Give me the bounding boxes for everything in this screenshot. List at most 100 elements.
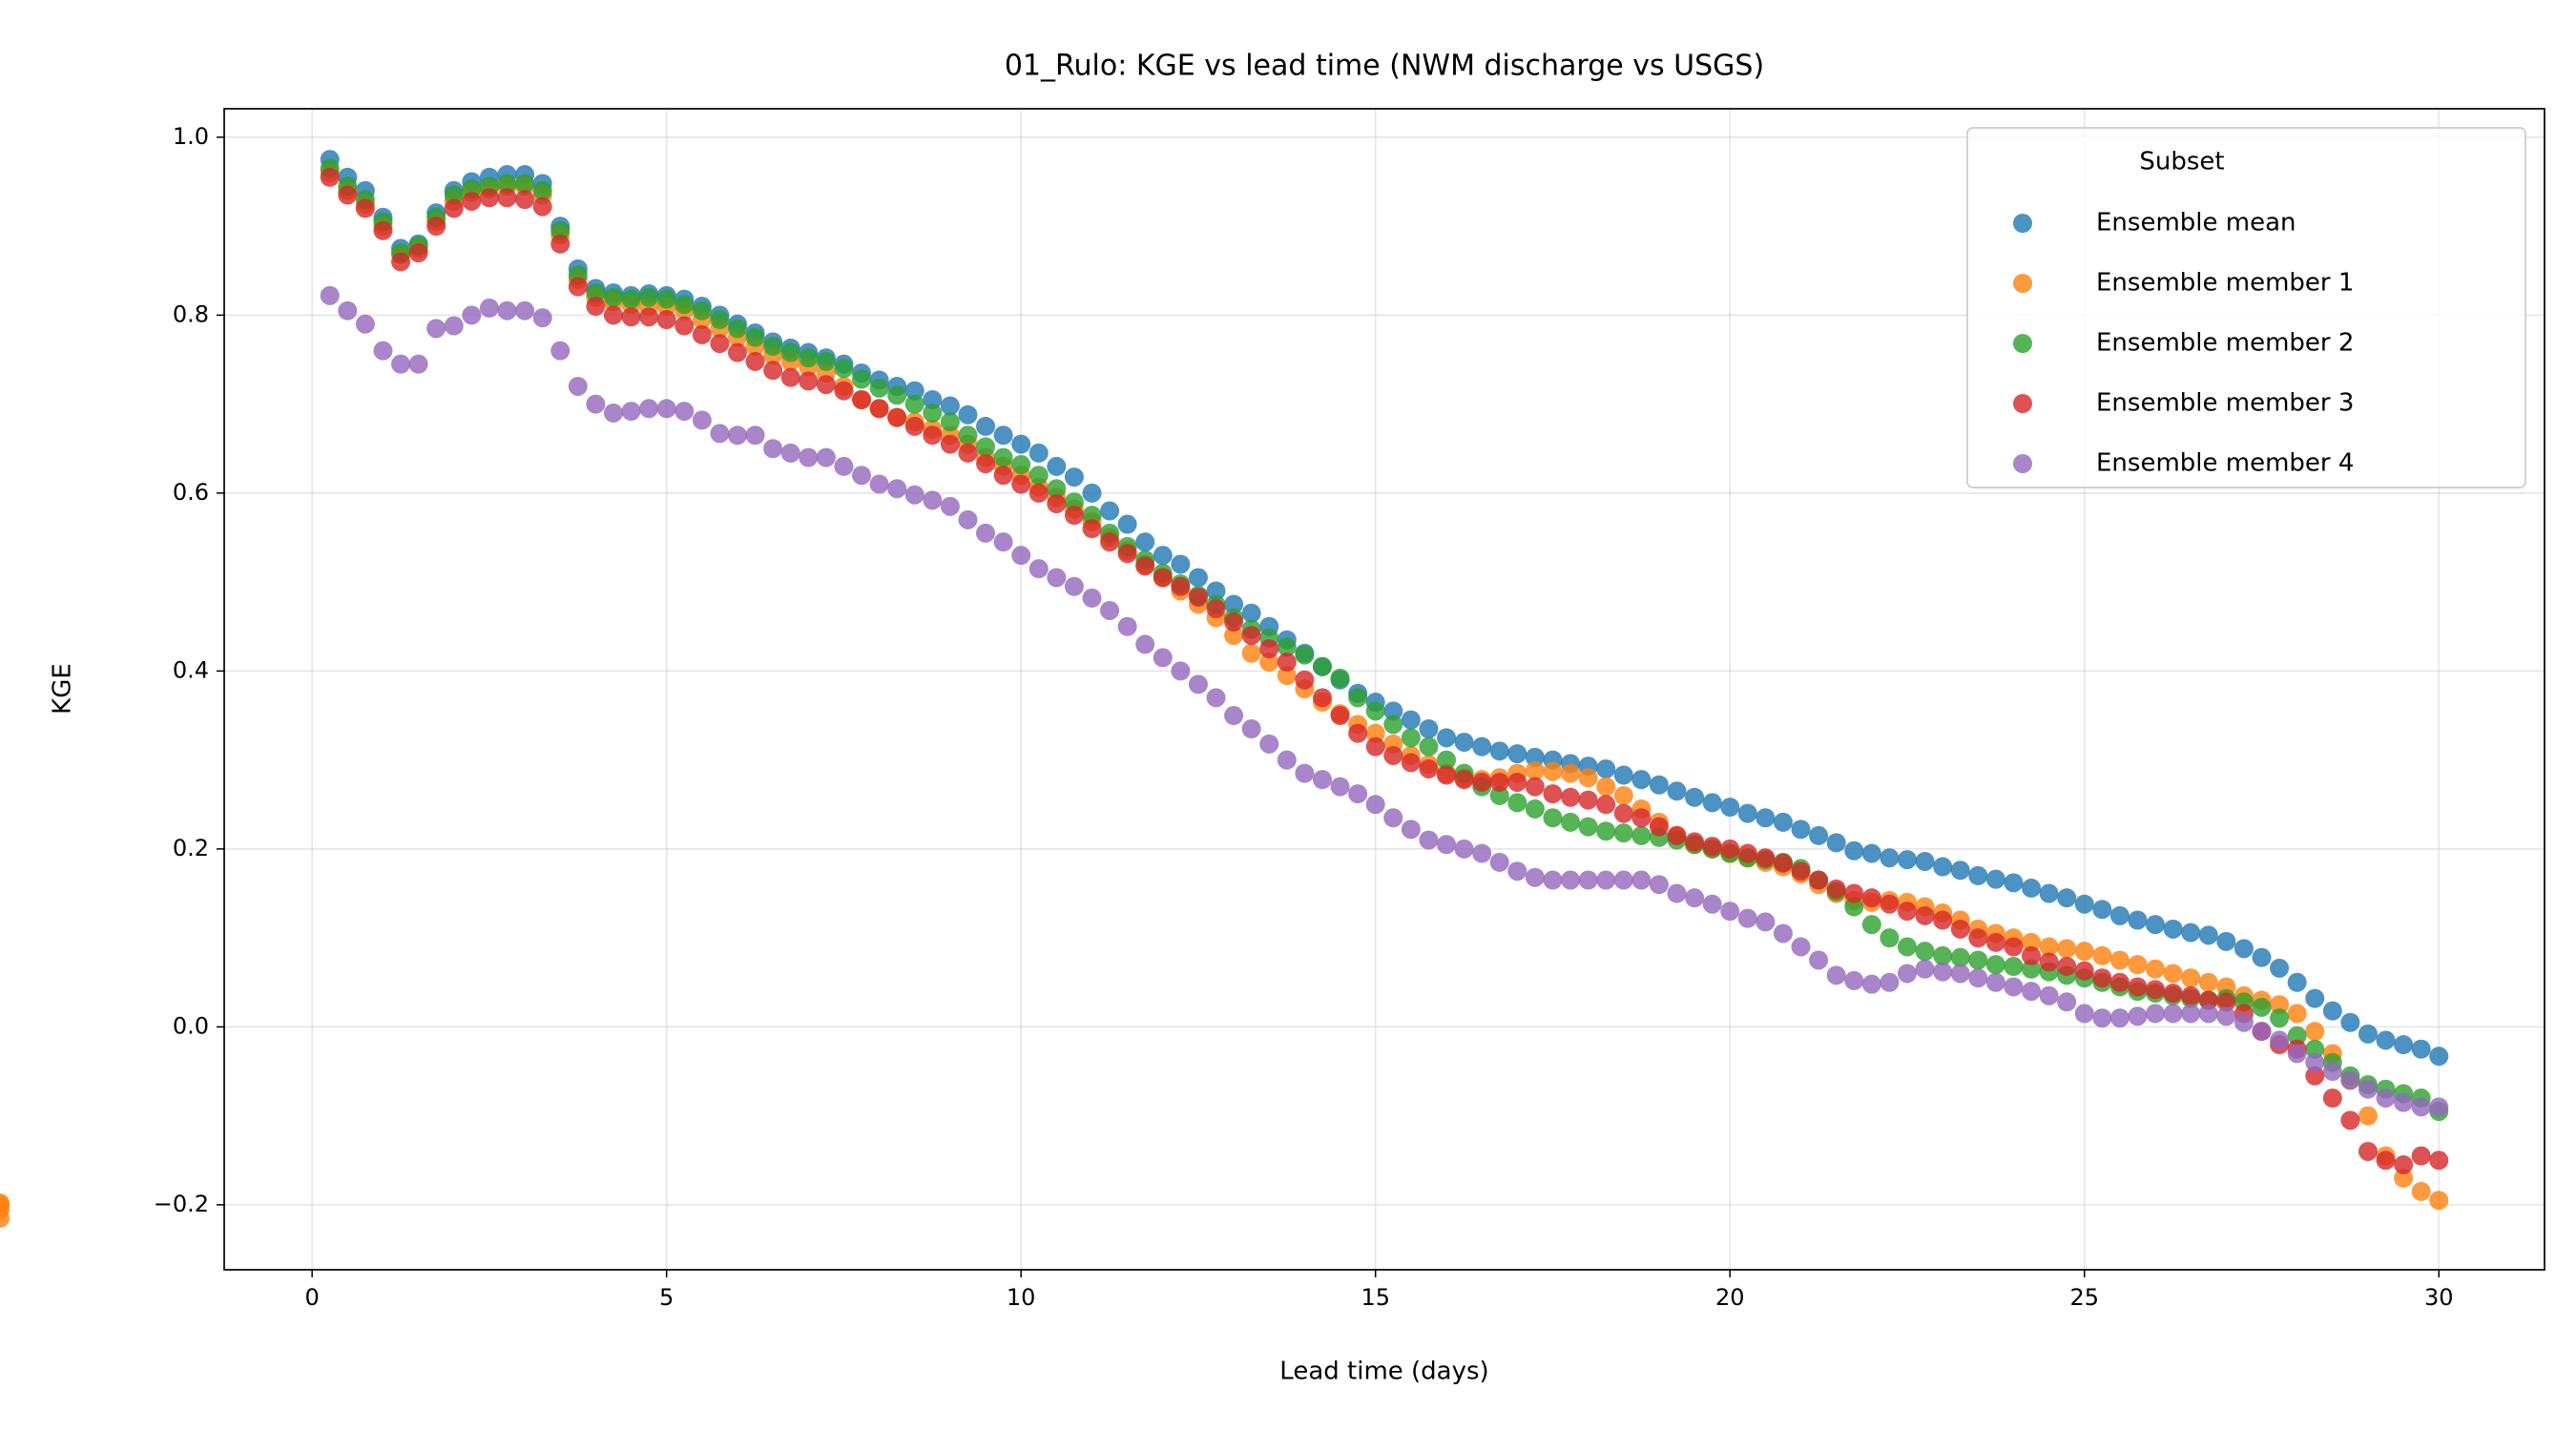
data-point (1047, 494, 1067, 514)
data-point (2109, 1008, 2129, 1028)
legend-marker (2013, 214, 2032, 233)
legend-label: Ensemble member 3 (2096, 389, 2354, 418)
data-point (1685, 787, 1705, 807)
data-point (1153, 546, 1173, 566)
data-point (355, 314, 375, 334)
data-point (1525, 798, 1545, 819)
data-point (603, 403, 623, 423)
data-point (834, 359, 854, 379)
data-point (551, 341, 571, 361)
legend-label: Ensemble member 1 (2096, 269, 2354, 298)
data-point (497, 301, 517, 321)
data-point (1507, 772, 1527, 792)
data-point (603, 287, 623, 307)
x-tick-label: 25 (2069, 1284, 2099, 1311)
data-point (1649, 817, 1669, 837)
data-point (551, 234, 571, 254)
data-point (1011, 474, 1031, 494)
data-point (1968, 865, 1988, 885)
data-point (710, 310, 730, 330)
data-point (1861, 843, 1881, 863)
data-point (2252, 947, 2272, 967)
data-point (1880, 848, 1900, 868)
chart-title: 01_Rulo: KGE vs lead time (NWM discharge… (1005, 50, 1764, 83)
data-point (2358, 1079, 2378, 1099)
data-point (515, 190, 535, 210)
data-point (1543, 808, 1563, 828)
data-point (1809, 870, 1829, 890)
data-point (692, 301, 712, 321)
data-point (2146, 1004, 2166, 1024)
data-point (780, 443, 800, 463)
data-point (1702, 837, 1722, 857)
data-point (1880, 928, 1900, 948)
data-point (1720, 902, 1740, 922)
data-point (1844, 897, 1864, 917)
data-point (976, 416, 996, 436)
data-point (586, 283, 606, 303)
data-point (1844, 840, 1864, 861)
data-point (338, 301, 358, 321)
data-point (2004, 977, 2024, 997)
data-point (1117, 544, 1137, 564)
data-point (2022, 932, 2042, 952)
data-point (1206, 688, 1226, 708)
legend-marker (2013, 334, 2032, 353)
data-point (1649, 775, 1669, 795)
data-point (408, 243, 428, 263)
data-point (1561, 870, 1581, 890)
legend-marker (2013, 274, 2032, 293)
data-point (904, 381, 924, 401)
data-point (1365, 736, 1385, 757)
data-point (355, 198, 375, 218)
data-point (1791, 937, 1811, 957)
data-point (976, 437, 996, 457)
data-point (923, 490, 943, 510)
data-point (1383, 808, 1403, 828)
data-point (745, 351, 765, 371)
data-point (675, 402, 695, 422)
data-point (1685, 832, 1705, 852)
data-point (1188, 568, 1208, 588)
data-point (1578, 817, 1598, 837)
data-point (426, 217, 447, 237)
data-point (1985, 955, 2005, 975)
data-point (1525, 760, 1545, 780)
data-point (1489, 772, 1509, 792)
data-point (1596, 821, 1616, 841)
data-point (1295, 763, 1315, 783)
data-point (1915, 942, 1935, 962)
data-point (1472, 843, 1492, 863)
data-point (2004, 873, 2024, 893)
x-tick-label: 30 (2424, 1284, 2454, 1311)
data-point (2270, 1008, 2290, 1028)
data-point (904, 416, 924, 436)
data-point (887, 385, 907, 405)
data-point (692, 410, 712, 430)
data-point (869, 474, 889, 494)
data-point (2411, 1181, 2431, 1201)
data-point (1791, 819, 1811, 840)
data-point (2128, 1006, 2148, 1027)
data-point (2198, 925, 2218, 945)
data-point (727, 342, 747, 363)
data-point (1312, 656, 1332, 676)
data-point (639, 307, 659, 327)
data-point (1861, 974, 1881, 994)
series (320, 167, 2449, 1174)
data-point (1028, 443, 1049, 463)
data-point (1454, 839, 1474, 859)
data-point (1277, 637, 1297, 657)
data-point (1365, 723, 1385, 743)
data-point (1401, 710, 1421, 730)
data-point (1861, 915, 1881, 935)
data-point (852, 466, 872, 486)
data-point (1224, 612, 1244, 633)
data-point (2074, 942, 2094, 962)
data-point (1117, 514, 1137, 534)
data-point (320, 285, 340, 305)
data-point (1383, 701, 1403, 721)
data-point (887, 479, 907, 499)
data-point (799, 371, 819, 391)
data-point (869, 378, 889, 398)
